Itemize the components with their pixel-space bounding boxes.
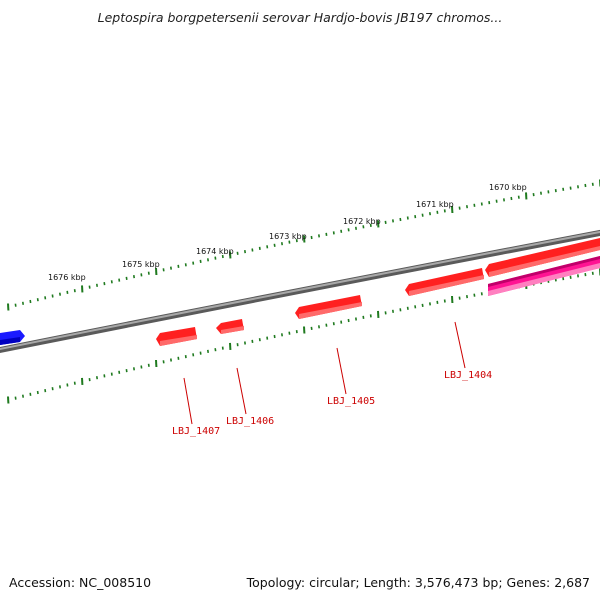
callout-line-lbj-1404 [454,321,466,369]
ruler-label-1675: 1675 kbp [122,260,160,269]
genome-summary-text: Topology: circular; Length: 3,576,473 bp… [246,575,590,590]
outer-tick-ruler [7,179,600,311]
gene-callout-lines [183,321,466,425]
gene-feature-right-forward[interactable] [485,238,600,277]
ruler-label-1676: 1676 kbp [48,273,86,282]
gene-feature-right-reverse[interactable] [488,256,600,296]
forward-genes [0,238,600,346]
callout-line-lbj-1407 [183,377,193,425]
ruler-labels: 1676 kbp 1675 kbp 1674 kbp 1673 kbp 1672… [48,183,527,282]
map-title: Leptospira borgpetersenii serovar Hardjo… [97,10,503,25]
gene-labels: LBJ_1407 LBJ_1406 LBJ_1405 LBJ_1404 [172,370,492,437]
gene-feature-blue[interactable] [0,330,25,345]
gene-label-lbj-1404[interactable]: LBJ_1404 [444,370,492,381]
ruler-label-1671: 1671 kbp [416,200,454,209]
gene-label-lbj-1406[interactable]: LBJ_1406 [226,416,274,427]
gene-feature-lbj-1405[interactable] [295,295,362,319]
ruler-label-1672: 1672 kbp [343,217,381,226]
accession-text: Accession: NC_008510 [9,575,152,590]
reverse-genes [488,256,600,296]
ruler-label-1674: 1674 kbp [196,247,234,256]
gene-feature-lbj-1407[interactable] [156,327,197,346]
gene-label-lbj-1405[interactable]: LBJ_1405 [327,396,375,407]
gene-feature-lbj-1404[interactable] [405,268,484,296]
gene-feature-lbj-1406[interactable] [216,319,244,334]
callout-line-lbj-1406 [236,367,247,415]
ruler-label-1670: 1670 kbp [489,183,527,192]
chromosome-backbone [0,229,600,354]
callout-line-lbj-1405 [336,347,347,395]
gene-label-lbj-1407[interactable]: LBJ_1407 [172,426,220,437]
ruler-label-1673: 1673 kbp [269,232,307,241]
